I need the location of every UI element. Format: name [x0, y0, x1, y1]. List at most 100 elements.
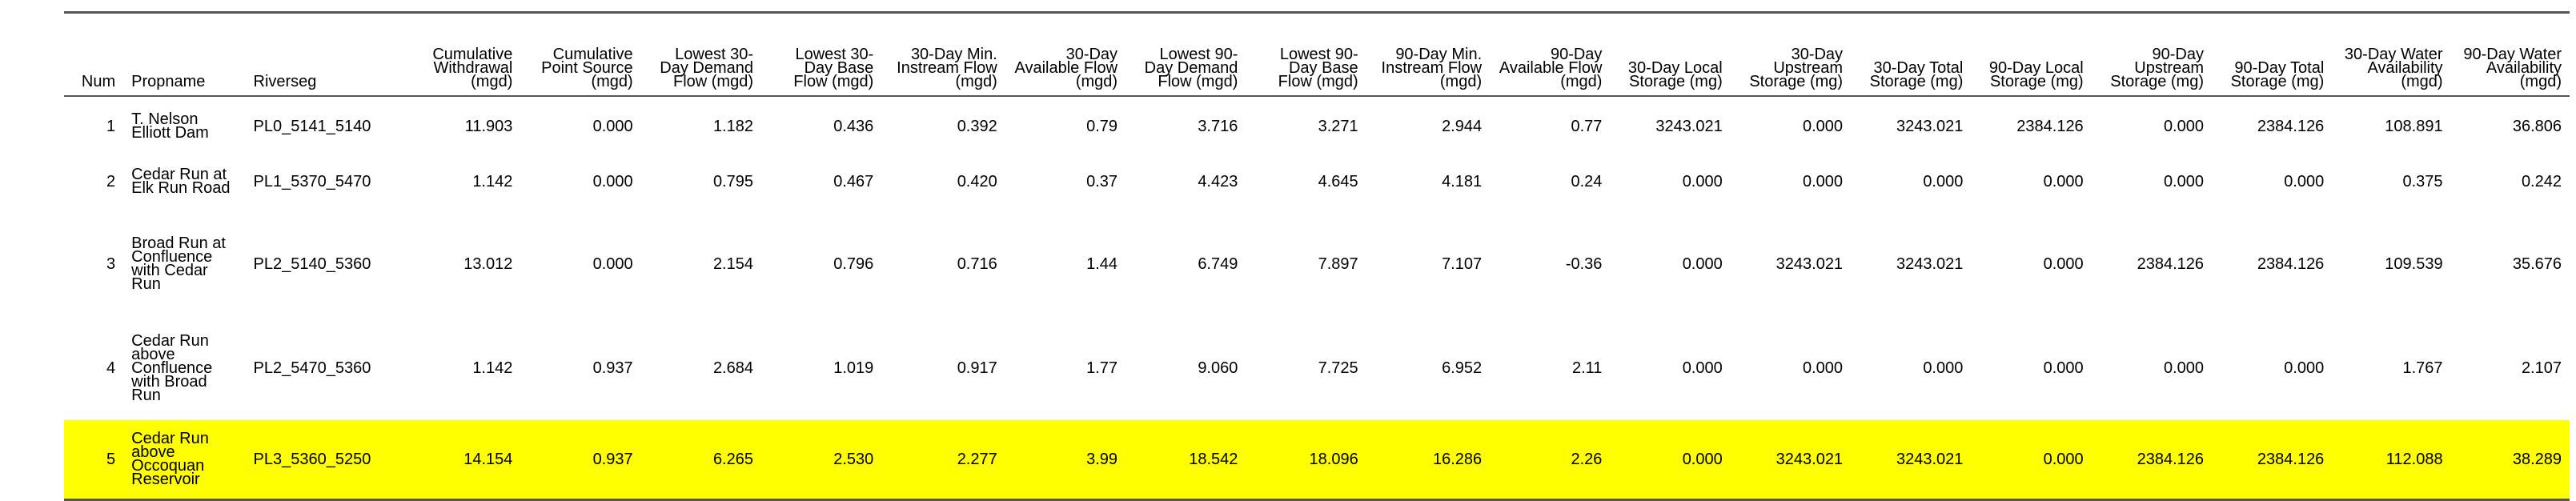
table-cell: 1.142: [472, 359, 513, 377]
table-cell: 0.716: [957, 255, 997, 273]
table-cell: 2: [106, 172, 116, 190]
table-cell: 0.000: [592, 172, 633, 190]
column-header: 90-Day Upstream Storage (mg): [2110, 46, 2204, 90]
table-cell: 4.645: [1318, 172, 1358, 190]
table-cell: 3243.021: [1896, 117, 1964, 135]
table-cell: 0.000: [1682, 172, 1723, 190]
column-header: 90-Day Water Availability (mgd): [2463, 46, 2562, 90]
table-cell: Cedar Run at Elk Run Road: [131, 166, 231, 197]
column-header: Cumulative Point Source (mgd): [541, 46, 633, 90]
table-cell: 4.181: [1442, 172, 1483, 190]
table-cell: 2.944: [1442, 117, 1483, 135]
column-header: Lowest 90-Day Demand Flow (mgd): [1144, 46, 1238, 90]
column-header: 90-Day Total Storage (mg): [2230, 59, 2325, 90]
table-cell: 3243.021: [1730, 420, 1852, 500]
table-cell: 18.096: [1246, 420, 1366, 500]
table-cell: 0.937: [592, 359, 633, 377]
table-cell: 0.000: [1803, 172, 1844, 190]
table-cell: 0.000: [1923, 172, 1964, 190]
table-cell: 2.154: [712, 255, 753, 273]
table-cell: 1.142: [472, 172, 513, 190]
table-header-row: Num Propname Riverseg Cumulative Withdrawal…: [64, 12, 2570, 96]
table-cell: 2.11: [1571, 359, 1603, 377]
table-cell: Cedar Run above Confluence with Broad Ru…: [131, 331, 213, 404]
column-header: Lowest 30-Day Demand Flow (mgd): [660, 46, 753, 90]
table-cell: 3243.021: [1776, 255, 1844, 273]
table-cell: 0.24: [1571, 172, 1603, 190]
table-cell: 0.000: [1923, 359, 1964, 377]
table-cell: 0.392: [957, 117, 997, 135]
table-cell: 0.000: [2284, 172, 2325, 190]
table-cell: 1: [106, 117, 116, 135]
table-cell: 0.917: [957, 359, 997, 377]
table-cell: PL3_5360_5250: [245, 420, 401, 500]
table-cell: 0.000: [2284, 359, 2325, 377]
table-cell: 3243.021: [1896, 255, 1964, 273]
table-cell: 6.749: [1198, 255, 1238, 273]
table-cell: 35.676: [2512, 255, 2562, 273]
table-row: 4 Cedar Run above Confluence with Broad R…: [64, 316, 2570, 420]
column-header: Propname: [131, 73, 206, 90]
table-cell: 0.000: [2163, 117, 2204, 135]
table-cell: 0.000: [1803, 359, 1844, 377]
table-cell: 0.375: [2402, 172, 2443, 190]
table-row: 1 T. Nelson Elliott Dam PL0_5141_5140 11.90…: [64, 96, 2570, 151]
table-cell: 7.107: [1442, 255, 1483, 273]
table-cell: 0.000: [1610, 420, 1731, 500]
water-availability-table-container: Num Propname Riverseg Cumulative Withdrawal…: [64, 11, 2570, 501]
table-body: 1 T. Nelson Elliott Dam PL0_5141_5140 11.90…: [64, 96, 2570, 500]
table-cell: 0.79: [1086, 117, 1118, 135]
table-cell: 36.806: [2512, 117, 2562, 135]
table-row: 3 Broad Run at Confluence with Cedar Run P…: [64, 212, 2570, 316]
table-cell: 0.000: [1682, 359, 1723, 377]
table-cell: 1.019: [833, 359, 874, 377]
table-cell: 2.530: [761, 420, 882, 500]
table-cell: 2384.126: [2257, 255, 2325, 273]
table-cell: 9.060: [1198, 359, 1238, 377]
column-header: Lowest 90-Day Base Flow (mgd): [1278, 46, 1358, 90]
table-cell: PL0_5141_5140: [253, 117, 371, 135]
table-row: 2 Cedar Run at Elk Run Road PL1_5370_5470 1…: [64, 151, 2570, 212]
table-row: 5 Cedar Run above Occoquan Reservoir PL3_5…: [64, 420, 2570, 500]
column-header: Cumulative Withdrawal (mgd): [432, 46, 513, 90]
column-header: 90-Day Local Storage (mg): [1988, 59, 2084, 90]
table-cell: 16.286: [1366, 420, 1491, 500]
table-cell: 112.088: [2332, 420, 2451, 500]
table-cell: 2384.126: [2212, 420, 2333, 500]
table-cell: 18.542: [1125, 420, 1246, 500]
table-cell: 0.000: [2043, 172, 2084, 190]
table-cell: 0.000: [592, 255, 633, 273]
table-cell: 2.684: [712, 359, 753, 377]
table-cell: 0.000: [1971, 420, 2092, 500]
table-cell: 109.539: [2385, 255, 2443, 273]
table-cell: 1.767: [2402, 359, 2443, 377]
table-cell: 2384.126: [2091, 420, 2212, 500]
table-cell: 3243.021: [1655, 117, 1723, 135]
column-header: 30-Day Total Storage (mg): [1869, 59, 1964, 90]
table-cell: 5: [64, 420, 124, 500]
column-header: Lowest 30-Day Base Flow (mgd): [793, 46, 874, 90]
table-cell: 7.897: [1318, 255, 1358, 273]
table-cell: 2384.126: [2137, 255, 2204, 273]
table-cell: 0.436: [833, 117, 874, 135]
table-cell: -0.36: [1565, 255, 1603, 273]
column-header: 90-Day Available Flow (mgd): [1499, 46, 1603, 90]
table-cell: PL1_5370_5470: [253, 172, 371, 190]
table-cell: 1.44: [1086, 255, 1118, 273]
table-cell: 38.289: [2450, 420, 2570, 500]
table-cell: 0.37: [1086, 172, 1118, 190]
table-cell: 2.26: [1490, 420, 1611, 500]
column-header: Riverseg: [253, 73, 317, 90]
table-cell: 6.265: [640, 420, 761, 500]
table-cell: 2384.126: [2257, 117, 2325, 135]
table-cell: 0.467: [833, 172, 874, 190]
table-cell: 7.725: [1318, 359, 1358, 377]
table-cell: 6.952: [1442, 359, 1483, 377]
table-cell: PL2_5140_5360: [253, 255, 371, 273]
table-cell: 0.796: [833, 255, 874, 273]
table-cell: 2.107: [2521, 359, 2562, 377]
table-cell: 13.012: [463, 255, 513, 273]
water-availability-table: Num Propname Riverseg Cumulative Withdrawal…: [64, 11, 2570, 501]
table-cell: 2384.126: [2016, 117, 2084, 135]
table-cell: 11.903: [464, 117, 513, 135]
